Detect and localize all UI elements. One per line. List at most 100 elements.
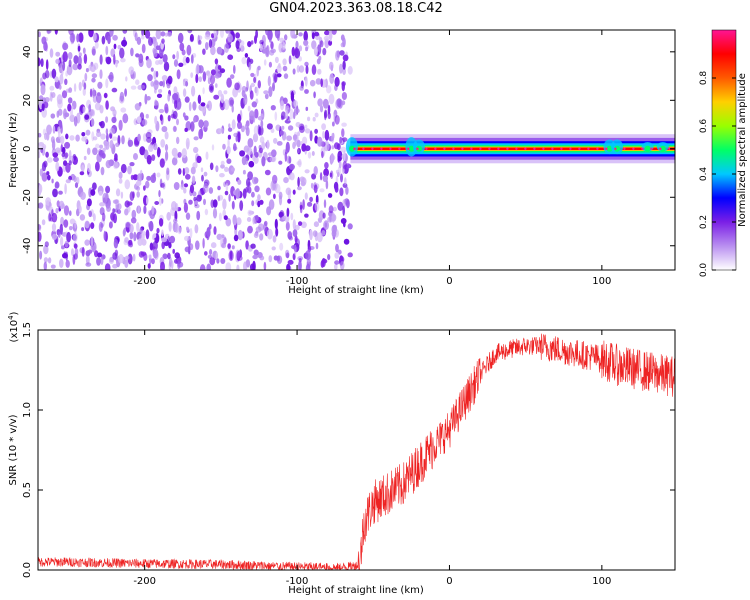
noise-blob: [173, 86, 178, 95]
noise-blob: [279, 37, 285, 43]
noise-blob: [176, 99, 182, 110]
signal-ridge-dot: [542, 147, 545, 150]
noise-blob: [46, 30, 52, 34]
noise-blob: [341, 81, 345, 92]
noise-blob: [54, 76, 59, 83]
noise-blob: [220, 30, 224, 38]
noise-blob: [340, 218, 347, 224]
noise-blob: [331, 214, 337, 222]
signal-ridge-dot: [362, 147, 365, 150]
noise-blob: [146, 136, 152, 143]
noise-blob: [270, 105, 276, 111]
signal-ridge-dot: [524, 147, 527, 150]
noise-blob: [165, 32, 168, 37]
noise-blob: [50, 264, 56, 269]
noise-blob: [56, 94, 63, 105]
noise-blob: [102, 212, 106, 222]
noise-blob: [259, 43, 263, 52]
noise-blob: [92, 147, 98, 156]
noise-blob: [130, 85, 137, 90]
noise-blob: [267, 152, 274, 157]
noise-blob: [246, 178, 251, 188]
noise-blob: [117, 44, 122, 50]
noise-blob: [253, 76, 257, 83]
noise-blob: [160, 261, 165, 270]
noise-blob: [188, 199, 193, 205]
spectrogram-frame: [37, 29, 676, 271]
noise-blob: [251, 200, 255, 207]
noise-blob: [141, 84, 146, 90]
noise-blob: [263, 41, 266, 50]
noise-blob: [43, 101, 49, 109]
noise-blob: [305, 250, 311, 261]
noise-blob: [136, 186, 141, 191]
noise-blob: [322, 47, 327, 56]
noise-blob: [329, 213, 332, 222]
noise-blob: [247, 171, 254, 181]
noise-blob: [43, 41, 48, 52]
noise-blob: [55, 58, 60, 65]
noise-blob: [210, 45, 216, 56]
noise-blob: [90, 109, 96, 117]
noise-blob: [234, 82, 240, 91]
noise-blob: [145, 131, 152, 139]
noise-blob: [322, 175, 328, 183]
noise-blob: [116, 209, 122, 214]
noise-blob: [231, 167, 235, 172]
noise-blob: [246, 147, 253, 156]
noise-blob: [203, 182, 209, 193]
noise-blob: [317, 98, 323, 107]
noise-blob: [237, 113, 242, 123]
noise-blob: [309, 229, 313, 241]
noise-blob: [106, 133, 109, 142]
noise-blob: [168, 221, 172, 232]
noise-blob: [244, 53, 249, 58]
noise-blob: [312, 116, 316, 122]
snr-y-label: SNR (10 * v/v): [8, 414, 19, 485]
noise-blob: [235, 32, 241, 39]
noise-blob: [322, 130, 325, 139]
noise-blob: [156, 227, 160, 234]
colorbar-tick-label: 0.8: [699, 71, 709, 86]
noise-blob: [226, 145, 231, 155]
noise-blob: [90, 118, 95, 127]
noise-blob: [284, 34, 288, 41]
noise-blob: [225, 183, 229, 191]
noise-blob: [190, 54, 194, 64]
noise-blob: [70, 105, 74, 110]
signal-ridge-dot: [398, 147, 401, 150]
noise-blob: [298, 45, 303, 52]
noise-blob: [278, 42, 284, 53]
noise-blob: [304, 213, 309, 218]
noise-blob: [38, 203, 41, 208]
noise-blob: [127, 165, 132, 175]
noise-blob: [341, 122, 347, 127]
noise-blob: [153, 48, 158, 58]
noise-blob: [339, 63, 343, 74]
noise-blob: [224, 43, 229, 53]
noise-blob: [96, 257, 101, 266]
signal-ridge-dot: [389, 147, 392, 150]
noise-blob: [176, 118, 179, 126]
noise-blob: [72, 63, 79, 71]
noise-blob: [279, 130, 284, 136]
noise-blob: [319, 172, 323, 181]
noise-blob: [90, 189, 96, 196]
signal-bump-core: [408, 145, 415, 152]
noise-blob: [266, 45, 270, 54]
noise-blob: [299, 205, 303, 214]
noise-blob: [52, 152, 59, 158]
noise-blob: [133, 231, 137, 242]
noise-blob: [287, 125, 294, 131]
noise-blob: [160, 182, 165, 188]
noise-blob: [91, 48, 96, 56]
noise-blob: [292, 229, 298, 238]
noise-blob: [182, 88, 187, 98]
noise-blob: [329, 172, 333, 178]
noise-blob: [273, 193, 276, 199]
noise-blob: [198, 76, 202, 83]
signal-ridge-dot: [569, 147, 572, 150]
noise-blob: [94, 41, 99, 49]
noise-blob: [213, 226, 217, 235]
noise-blob: [196, 194, 202, 202]
